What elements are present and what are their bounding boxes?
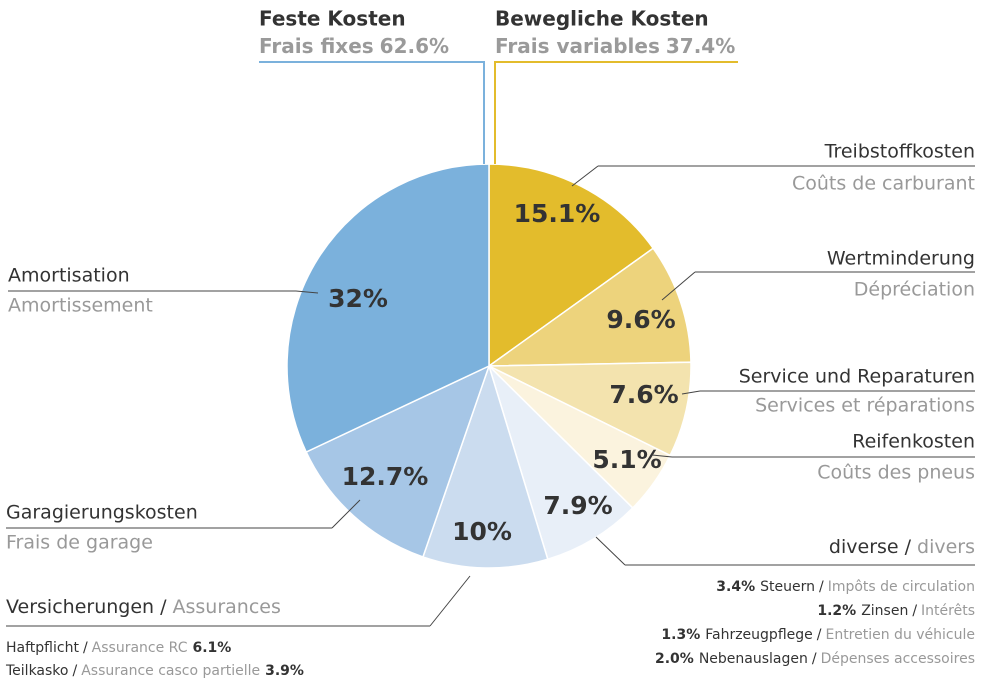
detail-line: Teilkasko / Assurance casco partielle 3.9% — [5, 663, 304, 679]
slice-value-label: 12.7% — [342, 462, 429, 491]
group-value: 37.4% — [666, 34, 735, 58]
leader-line — [651, 454, 975, 458]
group-name: Feste Kosten — [259, 7, 406, 31]
pie-slice — [488, 163, 655, 368]
category-label: Garagierungskosten — [6, 502, 198, 524]
separator: / — [812, 651, 817, 667]
detail-fr: Dépenses accessoires — [821, 651, 975, 667]
leader-line — [6, 499, 361, 529]
detail-fr: Assurance casco partielle — [81, 663, 260, 679]
group-value: 62.6% — [380, 34, 449, 58]
detail-share: 3.4% — [716, 579, 755, 595]
category-de: Versicherungen — [6, 596, 154, 618]
slice-value-label: 7.9% — [543, 491, 612, 520]
category-label: Reifenkosten — [852, 431, 975, 453]
category-de: diverse — [829, 536, 899, 558]
separator: / — [817, 627, 822, 643]
detail-line: 2.0% Nebenauslagen / Dépenses accessoires — [655, 651, 975, 667]
category-label: Amortisation — [8, 265, 130, 287]
category-label-fr: Services et réparations — [755, 395, 975, 417]
category-label: Treibstoffkosten — [824, 141, 975, 163]
slice-value-label: 15.1% — [514, 199, 601, 228]
category-fr: divers — [917, 536, 975, 558]
pie-slice — [305, 364, 491, 558]
detail-share: 2.0% — [655, 651, 694, 667]
group-subtitle-text: Frais variables — [495, 34, 660, 58]
leader-line — [595, 536, 975, 566]
detail-de: Teilkasko — [5, 663, 68, 679]
leader-line — [6, 575, 471, 627]
category-label-fr: Amortissement — [8, 295, 153, 317]
pie-slice — [422, 363, 549, 569]
separator: / — [160, 596, 167, 618]
detail-de: Nebenauslagen — [699, 651, 808, 667]
category-label-fr: Coûts de carburant — [792, 173, 975, 195]
category-label: diverse / divers — [829, 536, 975, 558]
category-fr: Assurances — [172, 596, 280, 618]
detail-fr: Entretien du véhicule — [825, 627, 975, 643]
leader-line — [681, 390, 975, 395]
category-label: Wertminderung — [827, 248, 975, 270]
group-line — [259, 61, 485, 164]
separator: / — [819, 579, 824, 595]
leader-line — [661, 271, 975, 301]
category-label-fr: Coûts des pneus — [817, 462, 975, 484]
pie-slice — [486, 247, 692, 367]
separator: / — [905, 536, 912, 558]
separator: / — [83, 640, 88, 656]
detail-de: Zinsen — [861, 603, 908, 619]
detail-share: 1.2% — [817, 603, 856, 619]
pie-slice — [286, 163, 490, 454]
separator: / — [72, 663, 77, 679]
detail-line: Haftpflicht / Assurance RC 6.1% — [6, 640, 231, 656]
detail-line: 1.3% Fahrzeugpflege / Entretien du véhicule — [661, 627, 975, 643]
leader-line — [8, 290, 319, 294]
pie-slice — [488, 365, 634, 561]
group-subtitle: Frais variables 37.4% — [495, 34, 735, 58]
group-line — [494, 61, 738, 164]
slice-value-label: 9.6% — [606, 305, 675, 334]
category-label-fr: Dépréciation — [854, 279, 975, 301]
category-label: Service und Reparaturen — [739, 366, 975, 388]
slice-value-label: 10% — [452, 517, 512, 546]
detail-share: 1.3% — [661, 627, 700, 643]
detail-fr: Impôts de circulation — [828, 579, 975, 595]
detail-de: Fahrzeugpflege — [705, 627, 813, 643]
pie-slice — [488, 361, 692, 457]
detail-de: Steuern — [760, 579, 815, 595]
detail-share: 6.1% — [192, 640, 231, 656]
detail-line: 1.2% Zinsen / Intérêts — [817, 603, 975, 619]
slice-value-label: 7.6% — [609, 380, 678, 409]
slice-value-label: 32% — [328, 284, 388, 313]
detail-fr: Intérêts — [921, 603, 975, 619]
group-name: Bewegliche Kosten — [495, 7, 709, 31]
category-label: Versicherungen / Assurances — [6, 596, 281, 618]
detail-line: 3.4% Steuern / Impôts de circulation — [716, 579, 975, 595]
category-label-fr: Frais de garage — [6, 532, 153, 554]
group-subtitle: Frais fixes 62.6% — [259, 34, 449, 58]
detail-share: 3.9% — [265, 663, 304, 679]
separator: / — [912, 603, 917, 619]
slice-value-label: 5.1% — [592, 445, 661, 474]
group-subtitle-text: Frais fixes — [259, 34, 374, 58]
detail-de: Haftpflicht — [6, 640, 79, 656]
leader-line — [571, 165, 975, 187]
detail-fr: Assurance RC — [92, 640, 188, 656]
